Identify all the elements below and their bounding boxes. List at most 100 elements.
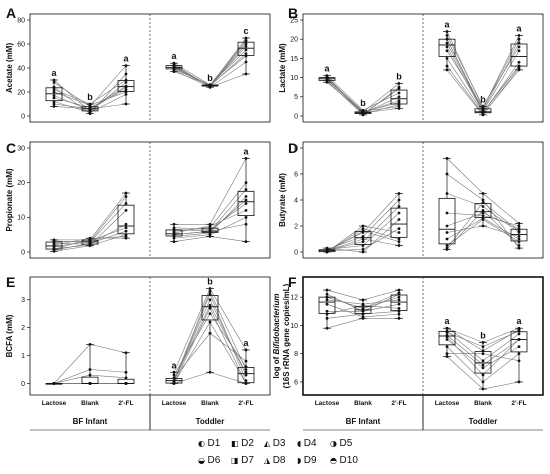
box-2-fl: a [237,146,255,244]
legend-label: D4 [304,438,317,449]
y-axis-label: Propionate (mM) [5,168,14,231]
donor-trajectory [326,289,400,301]
donor-point [361,229,365,233]
significance-letter: a [516,316,522,326]
donor-point [208,229,212,233]
donor-point [517,33,521,37]
donor-point [52,249,56,253]
y-tick-label: 12 [290,295,298,302]
donor-point [481,359,485,363]
donor-point [361,110,365,114]
donor-point [445,37,449,41]
donor-point [124,102,128,106]
donor-point [208,298,212,302]
significance-letter: b [480,94,486,104]
donor-point [325,292,329,296]
donor-point [445,64,449,68]
donor-point [52,247,56,251]
donor-point [52,90,56,94]
panel-letter: B [288,5,298,21]
category-label: Lactose [315,400,340,407]
box-2-fl: a [510,23,528,72]
y-tick-label: 10 [290,323,298,330]
panel-letter: D [288,140,298,156]
donor-point [124,370,128,374]
donor-point [52,94,56,97]
donor-point [244,48,248,52]
donor-point [481,363,485,367]
donor-point [361,237,365,241]
legend-glyph: ◑ [330,439,340,448]
box-2-fl: c [237,26,255,76]
donor-point [445,33,449,37]
significance-letter: b [207,277,213,287]
y-axis-label-genus: Bifidobacterium [272,294,281,355]
y-tick-label: 10 [17,215,25,222]
y-tick-label: 15 [290,56,298,63]
donor-point [88,237,92,241]
donor-point [481,209,485,212]
donor-point [397,81,401,85]
box-lactose [45,238,63,253]
donor-point [517,64,521,68]
donor-point [481,216,485,220]
panel-E: E 0 1 2 3 BCFA (mM) Lactose Blank 2'-FL a Lactose b… [5,274,271,407]
donor-point [397,106,401,110]
donor-point [244,209,248,212]
y-tick-label: 6 [294,379,298,386]
donor-point [361,112,365,116]
donor-point [517,227,521,231]
donor-point [124,64,128,67]
legend-label: D7 [241,455,254,466]
donor-point [397,99,401,103]
y-tick-label: 0 [294,113,298,120]
donor-point [172,228,176,231]
donor-point [208,306,212,310]
donor-point [481,113,485,117]
donor-point [208,303,212,307]
donor-point [172,379,176,383]
y-tick-label: 1 [21,353,25,360]
donor-point [481,106,485,110]
y-tick-label: 20 [17,180,25,187]
box-lactose: a [438,20,456,72]
donor-trajectory [54,192,127,241]
donor-point [445,157,449,160]
donor-point [517,41,521,45]
donor-point [517,240,521,244]
donor-point [445,237,449,241]
donor-point [397,87,401,91]
iqr-box [390,207,408,238]
y-tick-label: 3 [21,297,25,304]
donor-point [124,88,128,91]
donor-point [244,39,248,42]
significance-letter: a [516,23,522,33]
category-label: Lactose [42,400,67,407]
donor-point [88,109,92,113]
donor-point [517,68,521,72]
y-tick-label: 6 [294,171,298,178]
category-label: Blank [81,400,99,407]
box-blank: b [354,98,372,117]
donor-point [124,93,128,96]
box-lactose: a [165,51,183,73]
donor-point [397,85,401,89]
donor-point [325,316,329,320]
legend-glyph: ◖ [297,439,304,448]
donor-point [88,103,92,107]
y-tick-label: 8 [294,145,298,152]
donor-point [244,373,248,377]
donor-point [481,105,485,108]
box-lactose [45,382,63,385]
donor-point [325,80,329,84]
group-label-toddler: Toddler [196,417,225,426]
donor-point [361,298,365,302]
y-tick-label: 10 [290,75,298,82]
donor-point [397,91,401,95]
legend-glyph: ◗ [297,456,304,465]
donor-point [208,312,212,316]
legend-glyph: ◒ [198,456,208,465]
iqr-box [237,190,255,216]
donor-point [124,351,128,355]
donor-point [517,359,521,363]
